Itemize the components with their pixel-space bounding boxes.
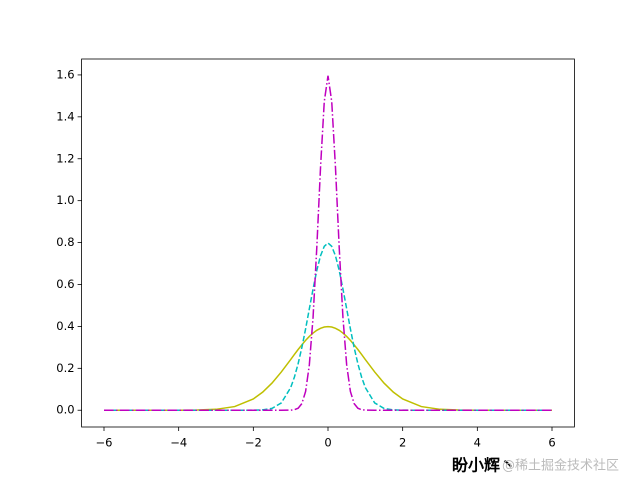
x-tick-label: 6 [548, 436, 555, 450]
x-tick-label: −4 [170, 436, 187, 450]
y-tick-label: 1.0 [56, 193, 74, 207]
watermark-site: @稀土掘金技术社区 [502, 458, 619, 474]
y-tick-label: 1.2 [56, 151, 74, 165]
watermark-author: 盼小辉丶 [452, 456, 516, 475]
y-tick-label: 0.6 [56, 277, 74, 291]
y-tick-label: 1.6 [56, 67, 74, 81]
y-tick-label: 0.2 [56, 361, 74, 375]
x-tick-label: 4 [474, 436, 481, 450]
line-series [104, 325, 552, 411]
y-tick-label: 0.0 [56, 403, 74, 417]
line-series [104, 75, 552, 411]
x-tick-label: −2 [245, 436, 262, 450]
x-tick-label: 2 [399, 436, 406, 450]
y-tick-label: 1.4 [56, 109, 74, 123]
plot-frame [81, 58, 575, 428]
y-tick-label: 0.8 [56, 235, 74, 249]
x-tick-label: −6 [96, 436, 113, 450]
x-tick-label: 0 [324, 436, 331, 450]
y-tick-label: 0.4 [56, 319, 74, 333]
